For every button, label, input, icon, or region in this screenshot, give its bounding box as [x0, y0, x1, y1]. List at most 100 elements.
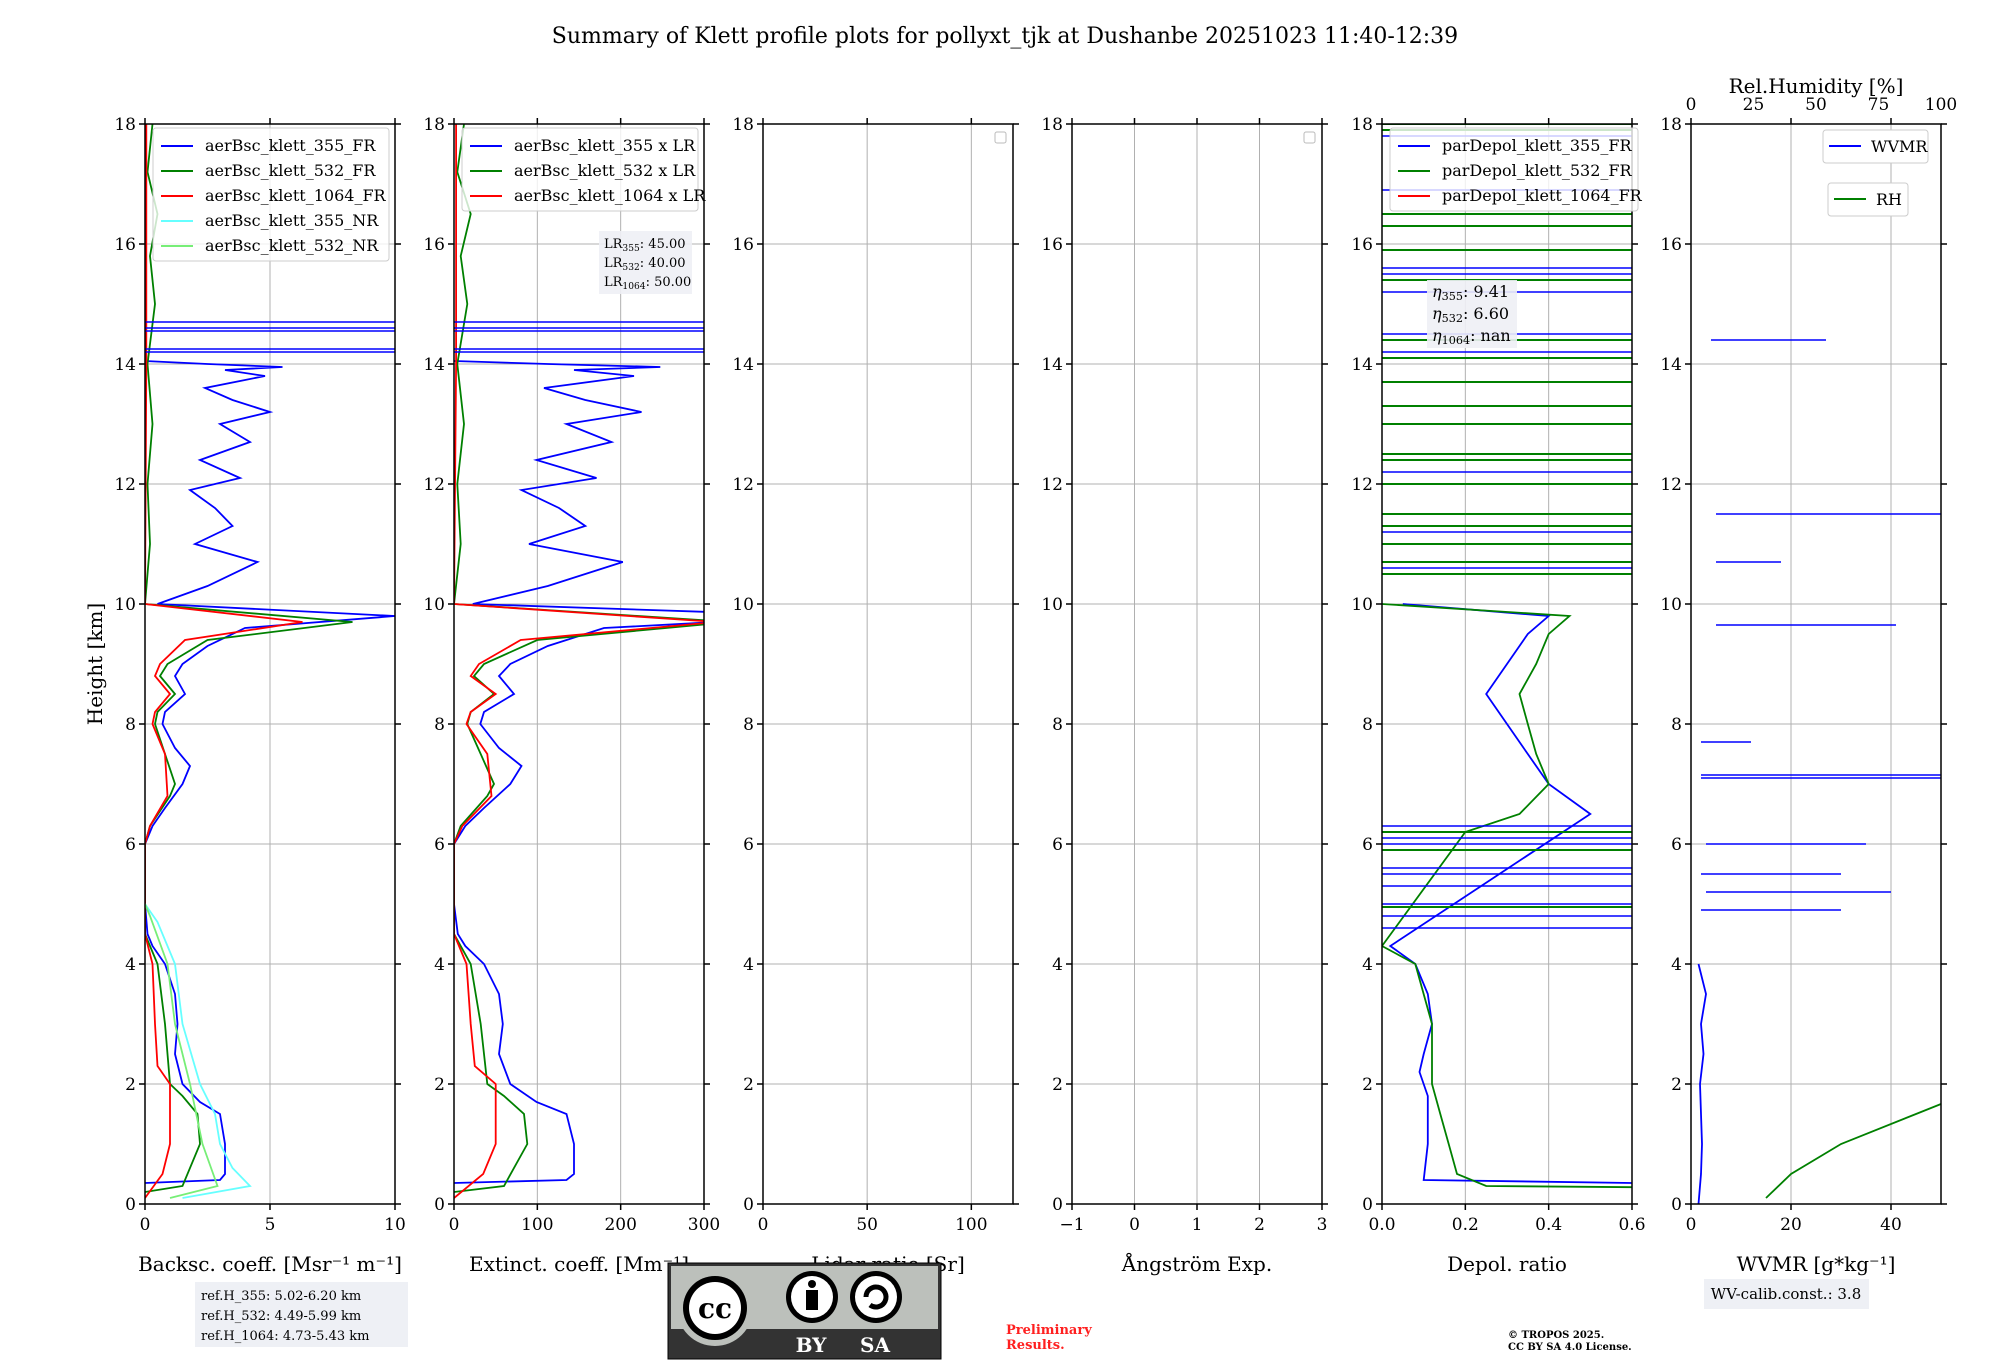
annotation-subscript: 355	[622, 244, 640, 254]
y-tick-label: 0	[434, 1195, 445, 1215]
y-tick-label: 8	[434, 715, 445, 735]
y-tick-label: 0	[1052, 1195, 1063, 1215]
legend-entry: aerBsc_klett_532 x LR	[514, 161, 696, 180]
x-tick-label: 10	[384, 1215, 406, 1235]
copyright-line2: CC BY SA 4.0 License.	[1508, 1342, 1632, 1353]
panel-extinction: 0 100 200 300 0 2 4 6 8 10 12 14 16 18 Extinct. coeff.…	[423, 115, 720, 1276]
y-tick-label: 4	[1362, 955, 1373, 975]
annotation-line: LR355: 45.00	[604, 237, 686, 254]
y-tick-label: 8	[1671, 715, 1682, 735]
x-axis-label: Depol. ratio	[1447, 1252, 1567, 1276]
annotation-symbol: η	[1432, 282, 1442, 301]
x-tick-label: 100	[955, 1215, 987, 1235]
panel-wvmr: 0 20 40 0 2 4 6 8 10 12 14 16 18 WVMR [g*kg⁻¹] 0 25 50 75…	[1660, 74, 1957, 1276]
x-tick-label: 1	[1192, 1215, 1203, 1235]
figure-title: Summary of Klett profile plots for polly…	[552, 24, 1458, 49]
plot-area	[1382, 124, 1632, 1189]
y-tick-label: 8	[1362, 715, 1373, 735]
legend-box	[1822, 129, 1929, 164]
legend-box	[152, 127, 390, 262]
cc-text: cc	[698, 1292, 732, 1325]
y-tick-label: 2	[434, 1075, 445, 1095]
panel-depol: 0.0 0.2 0.4 0.6 0 2 4 6 8 10 12 14 16 18 Depol. ratio p…	[1351, 115, 1645, 1276]
x-axis-label: Extinct. coeff. [Mm⁻¹]	[469, 1252, 689, 1276]
top-x-tick-label: 100	[1925, 95, 1957, 115]
y-tick-label: 18	[1660, 115, 1682, 135]
annotation-bg	[599, 231, 692, 294]
x-tick-label: 0.6	[1618, 1215, 1645, 1235]
y-tick-label: 14	[732, 355, 754, 375]
annotation-value: : 9.41	[1463, 282, 1509, 301]
x-tick-label: 0	[758, 1215, 769, 1235]
legend-entry: parDepol_klett_1064_FR	[1442, 186, 1643, 205]
legend-entry: aerBsc_klett_532_FR	[205, 161, 376, 180]
x-tick-label: 0.0	[1368, 1215, 1395, 1235]
y-tick-label: 18	[114, 115, 136, 135]
y-tick-label: 6	[1671, 835, 1682, 855]
y-tick-label: 18	[423, 115, 445, 135]
ref-height-532: ref.H_532: 4.49-5.99 km	[201, 1309, 361, 1324]
annotation-bg	[1427, 280, 1517, 348]
series-RH	[1765, 1103, 1941, 1199]
x-tick-label: 0	[449, 1215, 460, 1235]
plot-area	[1697, 339, 1941, 1204]
axes-frame	[762, 123, 1014, 1205]
x-tick-label: −1	[1059, 1215, 1084, 1235]
plot-area	[145, 124, 395, 1199]
legend-entry: parDepol_klett_355_FR	[1442, 136, 1633, 155]
annotation-symbol: LR	[604, 256, 624, 271]
ref-height-1064: ref.H_1064: 4.73-5.43 km	[201, 1329, 369, 1344]
annotation-symbol: η	[1432, 304, 1442, 323]
annotation-subscript: 355	[1442, 290, 1463, 303]
y-tick-label: 0	[743, 1195, 754, 1215]
y-tick-label: 14	[423, 355, 445, 375]
series-aerBsc_klett_532_NR	[145, 903, 219, 1199]
legend-entry: parDepol_klett_532_FR	[1442, 161, 1633, 180]
y-tick-label: 0	[125, 1195, 136, 1215]
x-tick-label: 200	[604, 1215, 636, 1235]
annotation-value: : 40.00	[640, 256, 686, 271]
legend-entry: aerBsc_klett_355_FR	[205, 136, 376, 155]
series-aerBsc_klett_1064 x LR	[454, 124, 704, 1199]
y-tick-label: 8	[125, 715, 136, 735]
annotation-symbol: LR	[604, 275, 624, 290]
y-tick-label: 2	[743, 1075, 754, 1095]
annotation-line: η1064: nan	[1432, 326, 1511, 347]
y-tick-label: 14	[1351, 355, 1373, 375]
x-tick-label: 3	[1317, 1215, 1328, 1235]
legend-entry: aerBsc_klett_1064 x LR	[514, 186, 706, 205]
y-tick-label: 10	[1660, 595, 1682, 615]
cc-by-sa-logo[interactable]: cc BY SA	[667, 1262, 942, 1360]
annotation-line: LR532: 40.00	[604, 256, 686, 273]
x-tick-label: 50	[856, 1215, 878, 1235]
legend-entry: aerBsc_klett_1064_FR	[205, 186, 387, 205]
y-tick-label: 14	[1041, 355, 1063, 375]
x-tick-label: 0	[1129, 1215, 1140, 1235]
panel-backscatter: 0 5 10 0 2 4 6 8 10 12 14 16 18 Backsc. coeff. [Msr⁻¹…	[83, 115, 406, 1276]
y-tick-label: 16	[114, 235, 136, 255]
y-tick-label: 14	[1660, 355, 1682, 375]
y-tick-label: 2	[1362, 1075, 1373, 1095]
wv-calib-annotation: WV-calib.const.: 3.8	[1704, 1279, 1869, 1309]
y-tick-label: 6	[1052, 835, 1063, 855]
y-tick-label: 2	[1052, 1075, 1063, 1095]
y-tick-label: 8	[1052, 715, 1063, 735]
y-tick-label: 12	[732, 475, 754, 495]
annotation-value: : 45.00	[640, 237, 686, 252]
cc-by-text: BY	[796, 1333, 828, 1357]
legend: aerBsc_klett_355 x LR aerBsc_klett_532 x …	[461, 127, 706, 212]
y-tick-label: 4	[125, 955, 136, 975]
y-tick-label: 10	[1351, 595, 1373, 615]
ref-height-annotation: ref.H_355: 5.02-6.20 km ref.H_532: 4.49-…	[195, 1282, 408, 1347]
legend-entry: WVMR	[1871, 137, 1928, 156]
y-tick-label: 18	[1041, 115, 1063, 135]
legend: parDepol_klett_355_FR parDepol_klett_532_…	[1389, 127, 1643, 212]
y-tick-label: 18	[1351, 115, 1373, 135]
legend-box	[461, 127, 699, 212]
y-tick-label: 4	[743, 955, 754, 975]
x-tick-label: 40	[1880, 1215, 1902, 1235]
